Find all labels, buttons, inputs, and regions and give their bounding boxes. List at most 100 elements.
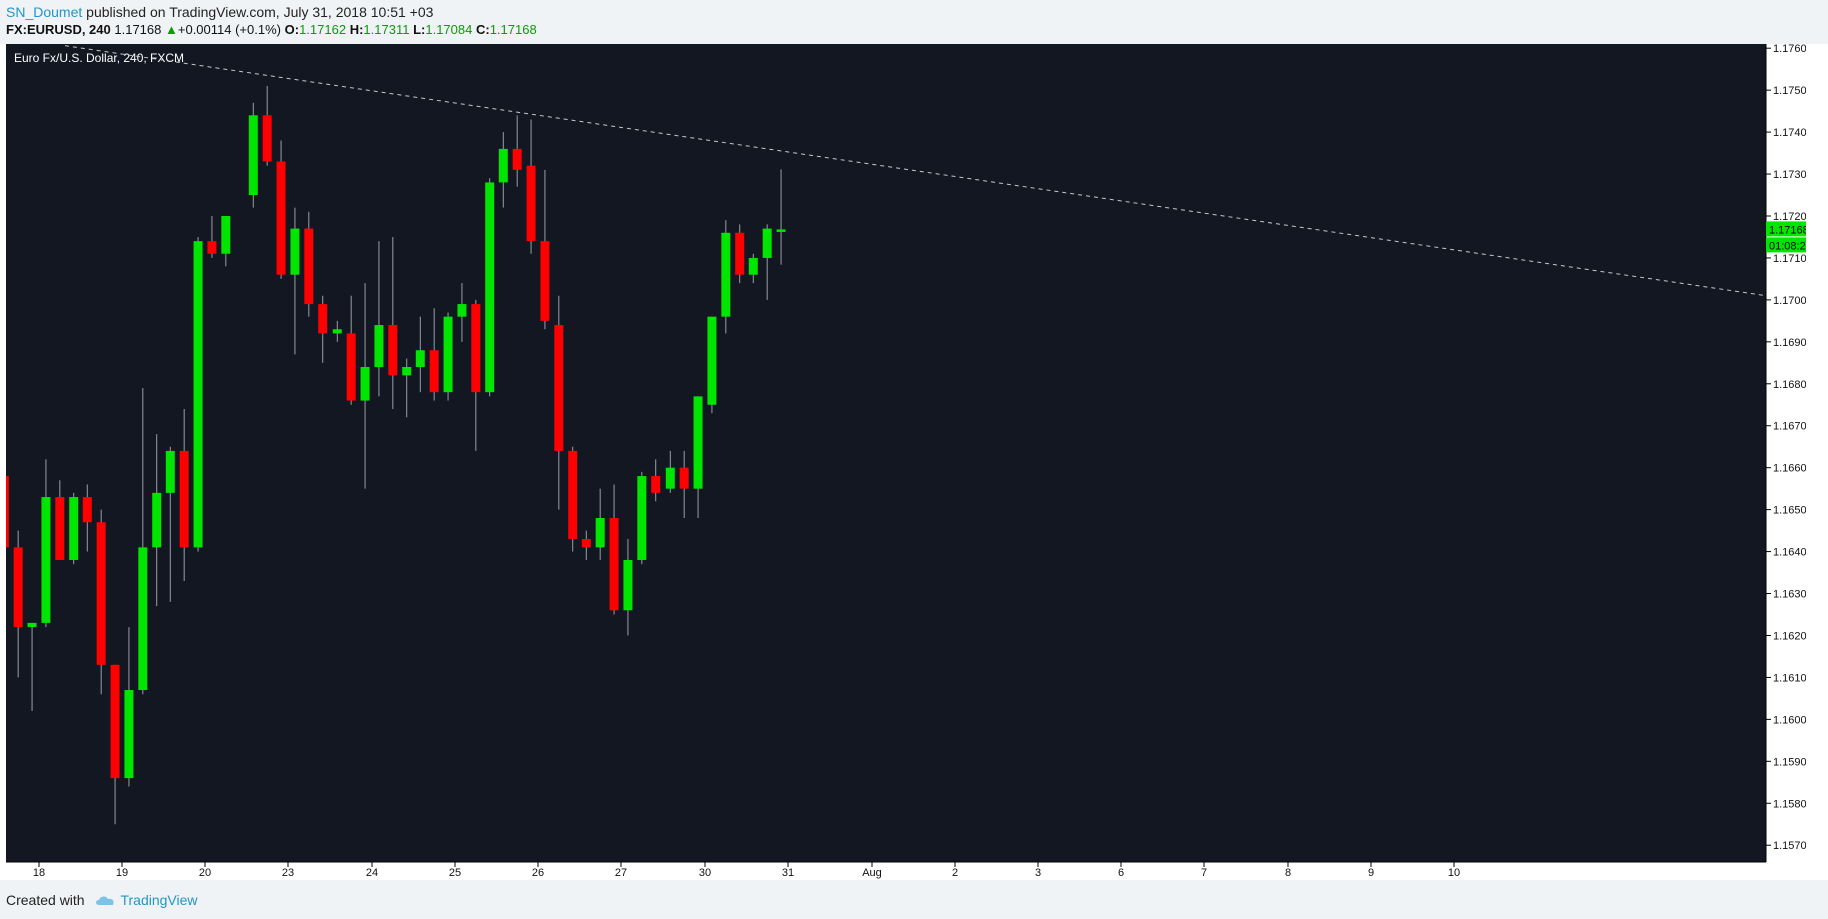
price-tick-label: 1.16500 xyxy=(1773,505,1806,517)
close-value: 1.17168 xyxy=(489,22,537,37)
candlestick-chart[interactable]: Euro Fx/U.S. Dollar, 240, FXCM 1.17600 1.… xyxy=(0,43,1813,880)
candle[interactable] xyxy=(776,169,786,265)
candle[interactable] xyxy=(568,446,578,552)
candle[interactable] xyxy=(429,308,439,401)
candle[interactable] xyxy=(318,295,328,363)
candle[interactable] xyxy=(290,207,300,355)
candle-body xyxy=(152,492,162,548)
candle-body xyxy=(388,325,398,376)
chart-area[interactable]: Euro Fx/U.S. Dollar, 240, FXCM 1.17600 1.… xyxy=(0,43,1813,894)
candle-body xyxy=(402,367,412,376)
candle-body xyxy=(498,148,508,183)
candle[interactable] xyxy=(165,446,175,602)
candle[interactable] xyxy=(152,434,162,607)
candle[interactable] xyxy=(485,178,495,397)
candle[interactable] xyxy=(207,215,217,258)
time-axis[interactable]: 18 19 20 23 24 25 26 27 30 31 Aug 2 3 6 7 8 9 10 xyxy=(33,862,1460,879)
candle-body xyxy=(55,497,65,560)
candle[interactable] xyxy=(110,664,120,825)
candle[interactable] xyxy=(748,253,758,284)
candle[interactable] xyxy=(179,408,189,581)
time-tick-label: 6 xyxy=(1118,867,1124,879)
candle[interactable] xyxy=(332,320,342,342)
created-with-text: Created with xyxy=(6,892,85,908)
candle[interactable] xyxy=(526,119,536,254)
tradingview-cloud-icon[interactable] xyxy=(94,893,116,909)
candle[interactable] xyxy=(388,236,398,409)
candle[interactable] xyxy=(138,387,148,695)
price-tick-label: 1.17500 xyxy=(1773,85,1806,97)
candle-body xyxy=(457,304,467,317)
candle[interactable] xyxy=(762,224,772,300)
candle[interactable] xyxy=(512,115,522,187)
candle[interactable] xyxy=(69,492,79,565)
candle[interactable] xyxy=(595,488,605,560)
candle[interactable] xyxy=(707,316,717,414)
price-axis-background xyxy=(1766,44,1806,880)
candle[interactable] xyxy=(540,169,550,330)
candle-body xyxy=(262,115,272,162)
price-tick-label: 1.17300 xyxy=(1773,169,1806,181)
candle[interactable] xyxy=(581,530,591,560)
candle-body xyxy=(374,325,384,368)
candle-body xyxy=(748,257,758,275)
candle[interactable] xyxy=(679,450,689,519)
last-price-tag xyxy=(1766,221,1806,237)
candle[interactable] xyxy=(221,215,231,267)
candle[interactable] xyxy=(693,396,703,519)
price-tick-label: 1.15700 xyxy=(1773,840,1806,852)
candle-body xyxy=(471,304,481,393)
header-bar: SN_Doumet published on TradingView.com, … xyxy=(0,0,1828,44)
price-tick-label: 1.16700 xyxy=(1773,421,1806,433)
author-link[interactable]: SN_Doumet xyxy=(6,4,83,20)
candle[interactable] xyxy=(13,530,23,678)
high-value: 1.17311 xyxy=(363,22,410,37)
candle-body xyxy=(332,329,342,334)
candle[interactable] xyxy=(82,484,92,552)
candle[interactable] xyxy=(346,295,356,405)
candle-body xyxy=(679,467,689,489)
candle[interactable] xyxy=(651,459,661,502)
candle-body xyxy=(207,241,217,254)
candle[interactable] xyxy=(41,459,51,628)
candle[interactable] xyxy=(374,241,384,397)
candle[interactable] xyxy=(248,102,258,208)
candle[interactable] xyxy=(304,211,314,317)
candle[interactable] xyxy=(665,450,675,493)
candle[interactable] xyxy=(498,132,508,208)
candle[interactable] xyxy=(735,224,745,284)
tradingview-link[interactable]: TradingView xyxy=(120,892,198,908)
low-value: 1.17084 xyxy=(425,22,473,37)
price-tick-label: 1.17200 xyxy=(1773,211,1806,223)
candle[interactable] xyxy=(443,312,453,401)
candle[interactable] xyxy=(55,480,65,560)
time-tick-label: 30 xyxy=(699,867,711,879)
candle[interactable] xyxy=(124,627,134,787)
candle[interactable] xyxy=(402,358,412,418)
candle[interactable] xyxy=(623,538,633,636)
candle[interactable] xyxy=(721,220,731,334)
candle[interactable] xyxy=(471,299,481,451)
trendline[interactable] xyxy=(64,45,1767,297)
price-tick-label: 1.16000 xyxy=(1773,714,1806,726)
price-tick-label: 1.15800 xyxy=(1773,798,1806,810)
candle[interactable] xyxy=(96,509,106,695)
price-change: +0.00114 (+0.1%) xyxy=(177,22,281,37)
candle[interactable] xyxy=(193,236,203,552)
candle[interactable] xyxy=(637,471,647,565)
candle[interactable] xyxy=(27,622,37,711)
candle-body xyxy=(13,547,23,628)
footer-bar: Created with TradingView xyxy=(0,880,1828,919)
candle-body xyxy=(707,316,717,405)
candle[interactable] xyxy=(609,484,619,615)
price-axis[interactable]: 1.176001.175001.174001.173001.172001.171… xyxy=(1766,43,1813,852)
candle[interactable] xyxy=(262,85,272,166)
candle[interactable] xyxy=(554,295,564,510)
candle[interactable] xyxy=(457,283,467,342)
candle[interactable] xyxy=(360,283,370,489)
time-tick-label: 7 xyxy=(1201,867,1207,879)
candle[interactable] xyxy=(276,140,286,279)
time-tick-label: Aug xyxy=(862,867,882,879)
candle-body xyxy=(429,350,439,393)
candle[interactable] xyxy=(415,316,425,393)
